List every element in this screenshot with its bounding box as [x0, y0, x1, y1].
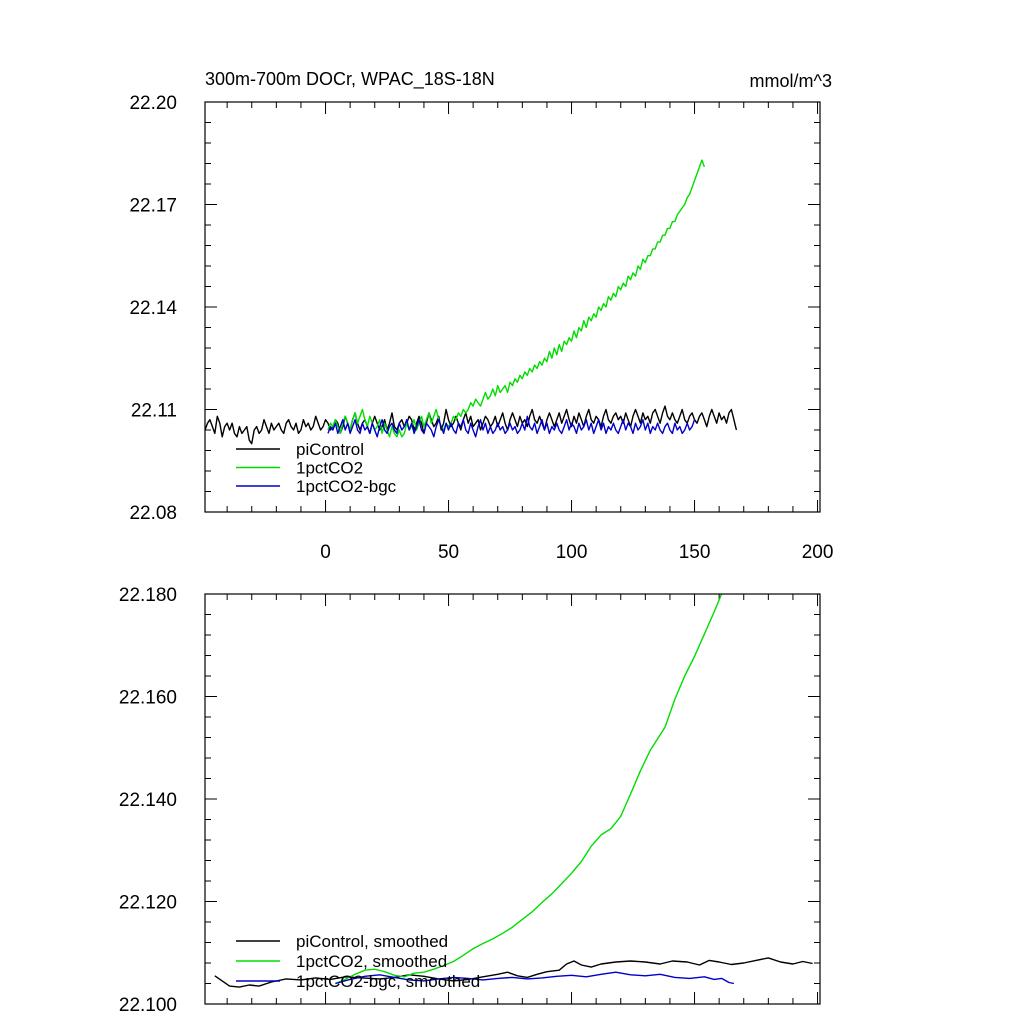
top-y-tick-label: 22.20 [129, 93, 177, 114]
top-x-tick-label: 50 [438, 542, 459, 563]
legend-label: 1pctCO2, smoothed [296, 952, 447, 971]
series-line-1pctco2-bgc [327, 415, 696, 438]
top-plot-frame [204, 101, 821, 513]
bottom-y-tick-label: 22.180 [119, 585, 177, 606]
bottom-y-tick-label: 22.140 [119, 790, 177, 811]
top-x-tick-label: 100 [556, 542, 588, 563]
top-series-group [204, 159, 738, 445]
series-line-1pctco2-bgc-smoothed [335, 971, 735, 985]
top-y-tick-label: 22.11 [131, 401, 177, 422]
top-y-tick-labels: 22.08 22.11 22.14 22.17 22.20 [129, 93, 177, 524]
top-ticks [205, 101, 820, 513]
bottom-y-tick-label: 22.120 [119, 893, 177, 914]
top-x-tick-label: 0 [320, 542, 331, 563]
top-y-tick-label: 22.08 [129, 503, 177, 524]
series-line-1pctco2 [327, 159, 706, 438]
bottom-y-tick-label: 22.100 [119, 995, 177, 1016]
top-y-tick-label: 22.17 [129, 196, 177, 217]
bottom-series-group [214, 593, 813, 988]
top-x-tick-labels: 0 50 100 150 200 [320, 542, 833, 563]
series-line-1pctco2-smoothed [335, 593, 723, 985]
legend-label: 1pctCO2-bgc, smoothed [296, 972, 480, 991]
legend-label: 1pctCO2 [296, 459, 363, 478]
bottom-y-tick-labels: 22.100 22.120 22.140 22.160 22.180 [119, 585, 177, 1016]
top-y-tick-label: 22.14 [129, 298, 177, 319]
bottom-panel: 22.100 22.120 22.140 22.160 22.180 piControl… [119, 585, 821, 1016]
units-label: mmol/m^3 [750, 71, 832, 91]
top-x-tick-label: 150 [679, 542, 711, 563]
bottom-plot-frame [204, 593, 821, 1005]
top-panel: 300m-700m DOCr, WPAC_18S-18N mmol/m^3 22… [129, 69, 833, 563]
bottom-y-tick-label: 22.160 [119, 688, 177, 709]
legend-label: 1pctCO2-bgc [296, 477, 397, 496]
legend-label: piControl [296, 440, 364, 459]
chart-title: 300m-700m DOCr, WPAC_18S-18N [205, 69, 495, 90]
legend-label: piControl, smoothed [296, 932, 448, 951]
series-line-picontrol [204, 405, 738, 445]
series-line-picontrol-smoothed [214, 957, 813, 988]
top-x-tick-label: 200 [802, 542, 834, 563]
